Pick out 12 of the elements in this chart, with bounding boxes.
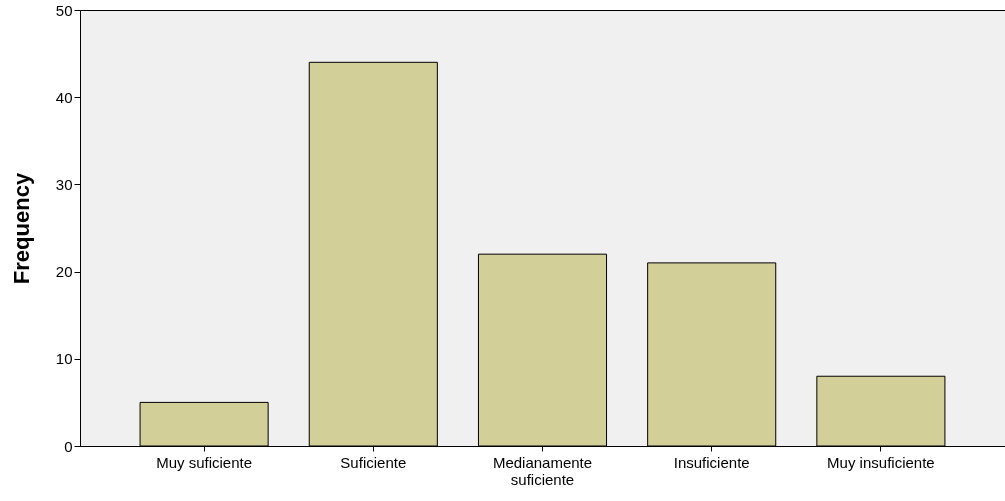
y-tick-label: 0 — [64, 437, 73, 455]
y-tick-label: 50 — [55, 1, 73, 19]
y-tick-label: 10 — [55, 350, 73, 368]
x-tick-label: Suficiente — [340, 453, 407, 471]
x-tick-label: Medianamente suficiente — [492, 453, 593, 488]
y-tick-label: 30 — [55, 175, 73, 193]
x-tick-label: Muy suficiente — [156, 453, 253, 471]
y-tick-label: 40 — [55, 88, 73, 106]
x-tick-label: Insuficiente — [673, 453, 750, 471]
x-tick-label: Muy insuficiente — [827, 453, 935, 471]
y-axis-title: Frequency — [8, 172, 34, 285]
y-tick-label: 20 — [55, 263, 73, 281]
